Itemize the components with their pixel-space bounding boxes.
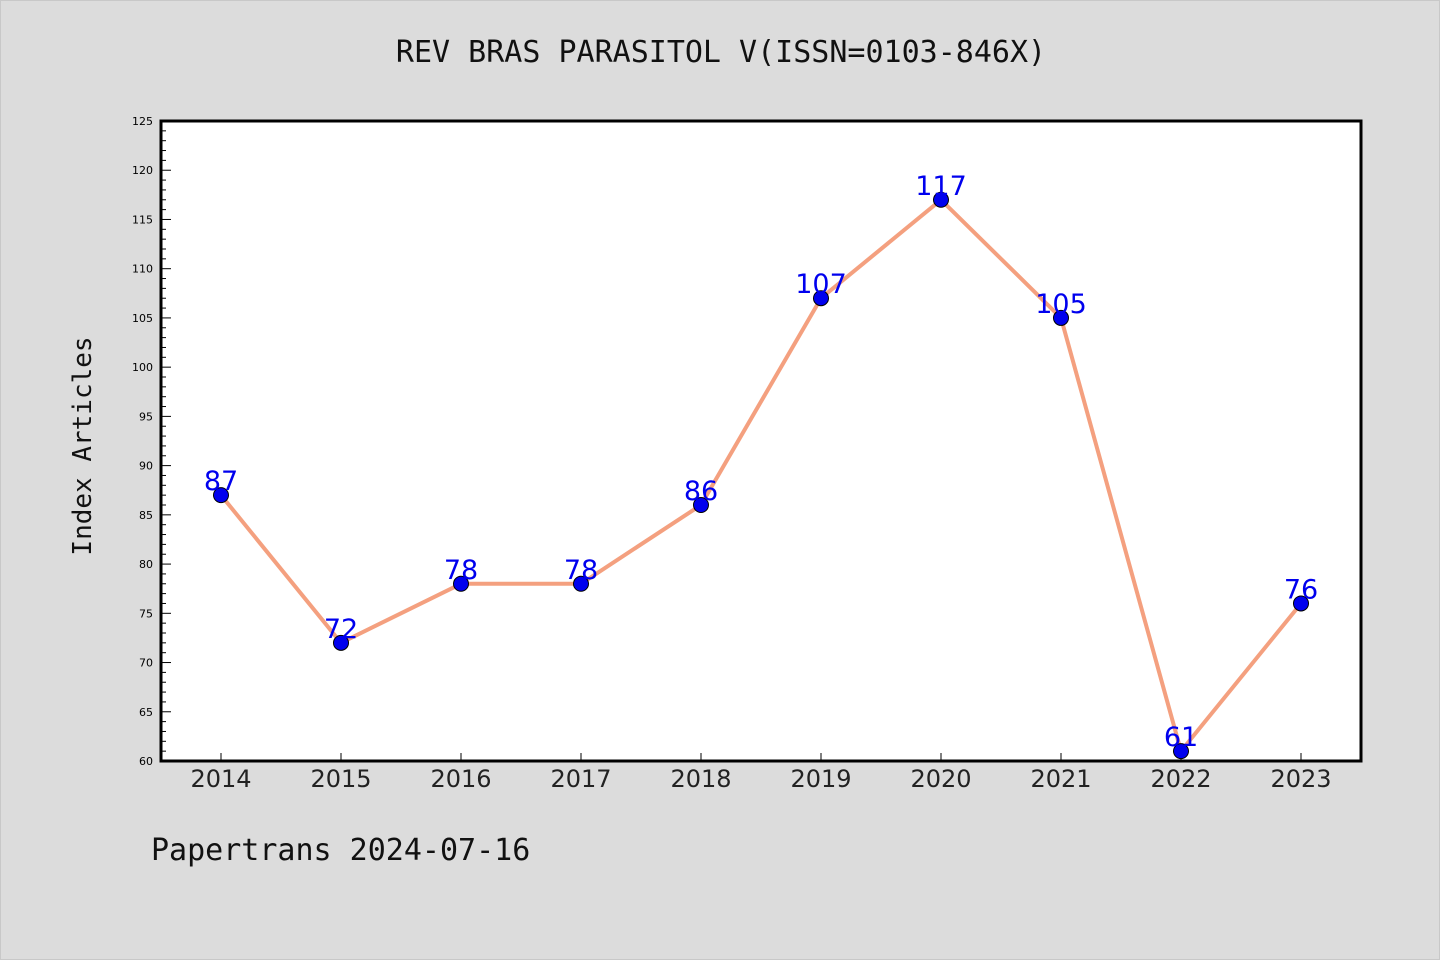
- chart-title: REV BRAS PARASITOL V(ISSN=0103-846X): [395, 35, 1047, 70]
- data-label: 107: [795, 269, 847, 300]
- y-tick-label: 120: [132, 164, 153, 177]
- y-tick-label: 125: [132, 115, 153, 128]
- y-tick-label: 65: [139, 706, 153, 719]
- data-point: [333, 634, 349, 651]
- y-tick-label: 95: [139, 410, 153, 423]
- footer-credit: Papertrans 2024-07-16: [151, 833, 531, 868]
- data-labels: 87 72 78 78 86 107 117 105 61 76: [204, 171, 1318, 753]
- y-tick-label: 70: [139, 657, 153, 670]
- data-label: 87: [204, 466, 238, 497]
- x-tick-label: 2019: [790, 765, 851, 793]
- data-point: [693, 497, 709, 513]
- data-point: [1293, 595, 1309, 612]
- y-tick-label: 80: [139, 558, 153, 571]
- x-tick-label: 2015: [310, 765, 371, 793]
- data-point: [1173, 743, 1189, 760]
- x-tick-label: 2021: [1030, 765, 1091, 793]
- x-tick-label: 2018: [670, 765, 731, 793]
- data-label: 76: [1284, 574, 1318, 605]
- y-axis: 60 65 70 75 80 85 90 95 100 105 110 115 120 125: [132, 115, 171, 768]
- x-tick-label: 2020: [910, 765, 971, 793]
- data-point: [213, 487, 229, 504]
- series-line: [219, 197, 1303, 754]
- y-tick-label: 110: [132, 263, 153, 276]
- data-label: 61: [1164, 722, 1198, 753]
- x-axis: 2014 2015 2016 2017 2018 2019 2020 2021 2022 2023: [190, 753, 1332, 793]
- y-tick-label: 60: [139, 755, 153, 768]
- data-point: [573, 575, 589, 592]
- data-label: 72: [324, 614, 358, 645]
- data-point: [933, 191, 949, 208]
- data-label: 105: [1035, 289, 1087, 320]
- y-tick-label: 90: [139, 460, 153, 473]
- x-tick-label: 2022: [1150, 765, 1211, 793]
- y-minor-ticks: [161, 130, 166, 752]
- data-label: 117: [915, 171, 967, 202]
- y-tick-label: 105: [132, 312, 153, 325]
- y-tick-label: 100: [132, 361, 153, 374]
- data-point: [1053, 309, 1069, 326]
- y-tick-label: 115: [132, 213, 153, 226]
- x-tick-label: 2017: [550, 765, 611, 793]
- y-tick-label: 85: [139, 509, 153, 522]
- y-tick-label: 75: [139, 607, 153, 620]
- data-point: [813, 290, 829, 307]
- plot-area: [159, 119, 1363, 763]
- data-point: [453, 575, 469, 592]
- series-layer: [213, 191, 1309, 760]
- x-tick-label: 2023: [1270, 765, 1331, 793]
- data-label: 78: [564, 555, 598, 586]
- data-label: 78: [444, 555, 478, 586]
- data-label: 86: [684, 476, 718, 507]
- x-tick-label: 2014: [190, 765, 251, 793]
- y-axis-label: Index Articles: [68, 336, 98, 555]
- x-tick-label: 2016: [430, 765, 491, 793]
